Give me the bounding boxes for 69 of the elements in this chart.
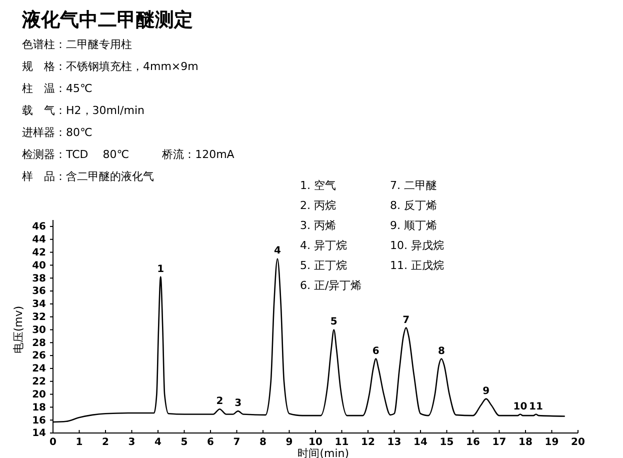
text: 进样器：80℃: [22, 126, 92, 139]
annotation: 6. 正/异丁烯: [300, 279, 362, 292]
x-tick-label: 16: [466, 437, 480, 448]
annotation: 6: [372, 346, 380, 357]
y-tick-label: 22: [32, 376, 46, 388]
x-tick-label: 11: [334, 437, 349, 448]
annotation: 2: [216, 396, 224, 408]
y-tick-label: 34: [32, 299, 46, 310]
x-tick-label: 1: [76, 437, 83, 448]
y-tick-label: 38: [32, 273, 46, 284]
y-tick-label: 42: [32, 247, 46, 258]
text: 1. 空气: [300, 179, 336, 192]
x-tick-label: 7: [233, 437, 240, 448]
annotation: 7: [402, 314, 410, 326]
x-tick-label: 17: [492, 437, 506, 448]
y-tick-label: 18: [32, 402, 46, 414]
x-tick-label: 0: [50, 437, 57, 448]
y-tick-label: 28: [32, 338, 46, 349]
annotation: 5. 正丁烷: [300, 259, 347, 272]
y-tick-label: 40: [32, 260, 46, 272]
y-tick-label: 32: [32, 312, 46, 324]
chart-title: 液化气中二甲醚测定: [21, 9, 193, 31]
y-tick-label: 14: [32, 428, 46, 440]
x-tick-label: 14: [414, 437, 428, 448]
x-tick-label: 9: [286, 437, 293, 448]
y-tick-label: 20: [32, 389, 46, 400]
x-tick-label: 4: [154, 437, 162, 448]
x-tick-label: 15: [440, 437, 454, 448]
text: 规 格：不锈钢填充柱，4mm×9m: [22, 60, 198, 73]
y-tick-label: 26: [32, 350, 46, 362]
text: 7. 二甲醚: [390, 179, 437, 192]
annotation: 10. 异戊烷: [390, 239, 444, 252]
annotation: 11: [529, 401, 543, 412]
x-tick-label: 18: [518, 437, 532, 448]
x-tick-label: 2: [102, 437, 110, 448]
annotation: 5: [330, 316, 338, 328]
annotation: 8: [438, 346, 446, 357]
text: 8. 反丁烯: [390, 199, 437, 212]
y-tick-label: 30: [32, 324, 46, 336]
annotation: 4. 异丁烷: [300, 239, 347, 252]
annotation: 4: [274, 246, 281, 257]
y-tick-label: 36: [32, 286, 46, 298]
text: 柱 温：45℃: [22, 82, 92, 95]
x-tick-label: 12: [361, 437, 375, 448]
y-tick-label: 16: [32, 415, 46, 426]
annotation: 3. 丙烯: [300, 219, 336, 232]
text: 色谱柱：二甲醚专用柱: [22, 38, 132, 51]
x-tick-label: 13: [387, 437, 402, 448]
annotation: 3: [234, 398, 242, 410]
text: 检测器：TCD 80℃ 桥流：120mA: [22, 148, 235, 161]
y-axis-title: 电压(mv): [12, 306, 25, 354]
x-tick-label: 20: [571, 437, 585, 448]
x-tick-label: 5: [180, 437, 188, 448]
annotation: 1: [157, 264, 164, 275]
annotation: 11. 正戊烷: [390, 259, 444, 272]
annotation: 9: [482, 386, 490, 397]
x-tick-label: 10: [308, 437, 322, 448]
x-tick-label: 19: [544, 437, 559, 448]
annotation: 9. 顺丁烯: [390, 219, 437, 232]
x-tick-label: 3: [128, 437, 136, 448]
y-tick-label: 46: [32, 222, 46, 233]
text: 载 气：H2，30ml/min: [22, 104, 145, 117]
x-tick-label: 8: [260, 437, 267, 448]
y-tick-label: 44: [32, 234, 46, 246]
text: 样 品：含二甲醚的液化气: [22, 170, 154, 183]
y-tick-label: 24: [32, 364, 46, 375]
x-tick-label: 6: [207, 437, 214, 448]
annotation: 10: [513, 401, 528, 412]
text: 2. 丙烷: [300, 199, 336, 212]
